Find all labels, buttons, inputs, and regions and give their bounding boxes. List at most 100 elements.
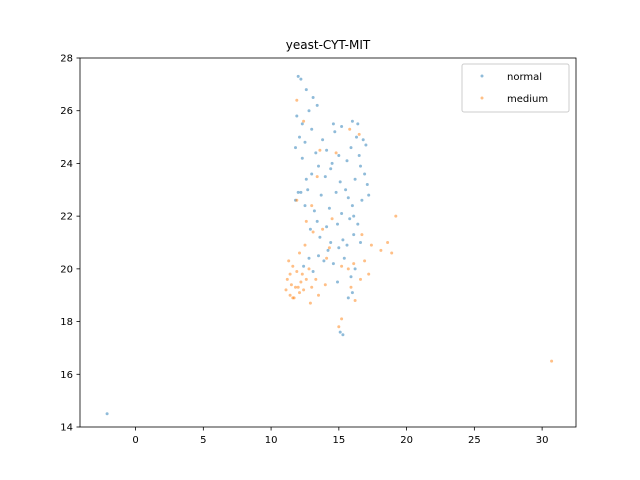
legend-label-medium: medium	[507, 94, 548, 105]
point-medium-55	[327, 246, 331, 250]
point-medium-12	[360, 233, 364, 237]
point-medium-29	[288, 293, 292, 297]
point-normal-51	[341, 238, 345, 242]
point-medium-4	[357, 132, 361, 136]
point-medium-52	[314, 277, 318, 281]
y-tick-label-14: 14	[60, 423, 73, 434]
point-medium-3	[348, 127, 352, 131]
point-normal-75	[356, 222, 360, 226]
point-medium-20	[295, 270, 299, 273]
point-medium-9	[304, 219, 308, 223]
point-normal-47	[315, 219, 319, 223]
point-normal-72	[355, 135, 358, 139]
point-normal-24	[330, 161, 334, 165]
point-normal-44	[348, 217, 352, 221]
point-medium-49	[291, 296, 295, 300]
point-medium-34	[308, 301, 312, 305]
point-normal-70	[321, 138, 325, 142]
point-normal-73	[306, 188, 310, 192]
point-medium-28	[284, 288, 288, 292]
point-normal-17	[314, 151, 318, 155]
y-tick-label-24: 24	[60, 159, 73, 170]
point-normal-42	[360, 198, 364, 202]
point-normal-57	[307, 256, 311, 260]
point-normal-80	[359, 164, 362, 168]
point-normal-27	[304, 177, 308, 181]
point-normal-28	[323, 175, 327, 179]
point-medium-2	[302, 119, 306, 123]
point-normal-20	[361, 138, 365, 142]
y-tick-label-20: 20	[60, 264, 73, 275]
point-normal-19	[337, 154, 341, 157]
x-tick-label-25: 25	[468, 435, 481, 446]
point-normal-31	[363, 172, 367, 176]
point-normal-0	[105, 412, 109, 416]
point-normal-35	[299, 190, 303, 194]
point-normal-2	[299, 77, 303, 81]
x-axis: 0 5 10 15 20 25 30	[132, 427, 548, 446]
point-normal-29	[338, 180, 342, 184]
point-medium-46	[298, 251, 301, 255]
x-tick-label-15: 15	[332, 435, 345, 446]
point-medium-53	[346, 267, 350, 271]
point-medium-14	[386, 241, 390, 244]
point-normal-60	[331, 262, 335, 266]
point-normal-71	[333, 130, 337, 134]
point-medium-6	[334, 151, 338, 155]
y-axis: 14 16 18 20 22 24 26 28	[60, 54, 80, 434]
y-tick-label-22: 22	[60, 212, 73, 223]
point-medium-8	[310, 204, 314, 208]
point-medium-22	[307, 267, 311, 271]
point-medium-1	[295, 98, 299, 102]
point-normal-61	[342, 256, 346, 260]
point-medium-50	[296, 285, 300, 289]
point-normal-46	[325, 225, 329, 229]
point-medium-43	[340, 264, 344, 268]
point-normal-1	[296, 74, 300, 78]
y-tick-label-16: 16	[60, 370, 73, 381]
chart-title: yeast-CYT-MIT	[286, 38, 371, 52]
legend: normal medium	[461, 63, 570, 113]
point-normal-65	[350, 291, 354, 295]
point-medium-32	[310, 285, 314, 289]
point-medium-40	[340, 317, 344, 321]
x-tick-label-30: 30	[536, 435, 549, 446]
point-medium-56	[315, 175, 319, 179]
point-normal-32	[344, 188, 348, 192]
point-normal-62	[353, 267, 357, 271]
point-normal-67	[338, 330, 342, 334]
point-normal-34	[319, 193, 323, 197]
point-normal-16	[294, 146, 297, 150]
point-normal-5	[315, 103, 319, 107]
point-normal-50	[329, 241, 333, 244]
point-normal-52	[352, 233, 356, 237]
point-normal-41	[350, 204, 354, 208]
point-medium-54	[352, 262, 356, 266]
point-medium-17	[379, 248, 383, 252]
point-normal-11	[340, 125, 344, 128]
point-medium-25	[294, 285, 297, 289]
points-layer	[105, 74, 554, 416]
point-medium-19	[291, 264, 295, 268]
point-normal-64	[336, 280, 339, 284]
plot-area	[80, 58, 576, 427]
legend-marker-medium	[480, 96, 484, 100]
point-normal-77	[345, 243, 349, 247]
point-medium-42	[325, 256, 329, 260]
legend-box	[461, 63, 570, 113]
x-tick-label-20: 20	[400, 435, 413, 446]
point-medium-24	[289, 283, 293, 287]
point-normal-22	[357, 154, 361, 157]
legend-marker-normal	[480, 74, 484, 78]
point-normal-45	[336, 222, 339, 226]
point-medium-45	[330, 217, 334, 221]
point-medium-23	[285, 277, 289, 281]
point-medium-15	[390, 251, 394, 255]
point-medium-21	[300, 272, 304, 276]
point-normal-49	[318, 235, 322, 239]
point-normal-38	[312, 209, 316, 213]
point-normal-83	[300, 156, 304, 160]
y-tick-label-28: 28	[60, 54, 73, 65]
